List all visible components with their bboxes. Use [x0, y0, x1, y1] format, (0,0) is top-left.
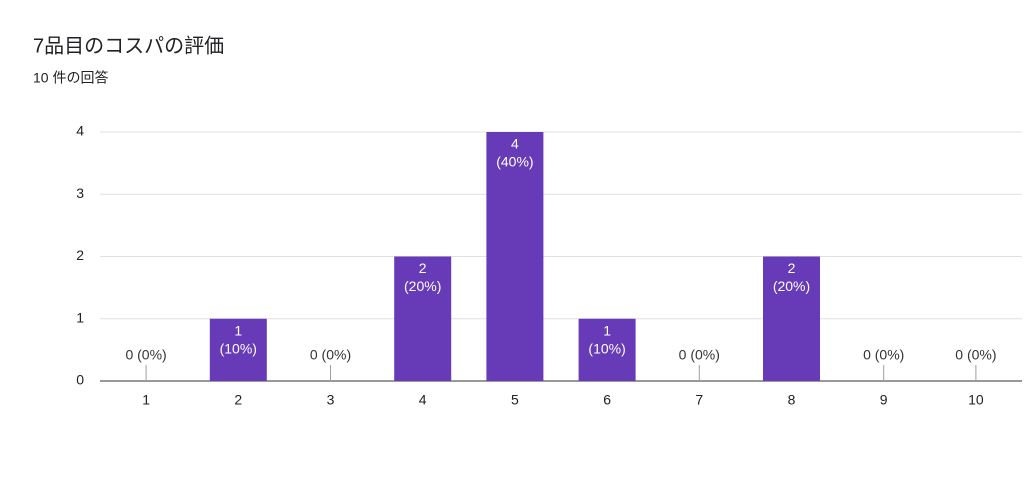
x-tick-label: 6 [603, 392, 611, 408]
data-label: (20%) [773, 278, 810, 294]
chart-subtitle: 10 件の回答 [33, 70, 108, 86]
x-tick-label: 9 [880, 392, 888, 408]
data-label: 0 (0%) [679, 347, 720, 363]
y-tick-label: 0 [76, 372, 84, 388]
data-label: (10%) [220, 340, 257, 356]
bar [578, 318, 636, 381]
y-tick-label: 2 [76, 247, 84, 263]
data-label: 2 [788, 260, 796, 276]
bar [209, 318, 267, 381]
y-tick-label: 3 [76, 185, 84, 201]
bar [763, 256, 820, 381]
data-label: 0 (0%) [863, 347, 904, 363]
data-label: 0 (0%) [125, 347, 166, 363]
y-tick-label: 4 [76, 123, 84, 139]
y-tick-label: 1 [76, 309, 84, 325]
data-label: 0 (0%) [310, 347, 351, 363]
bar [394, 256, 452, 381]
x-tick-label: 7 [695, 392, 703, 408]
x-tick-label: 4 [419, 392, 427, 408]
x-tick-label: 8 [788, 392, 796, 408]
data-label: 4 [511, 136, 519, 152]
data-label: 1 [603, 322, 611, 338]
data-label: 0 (0%) [955, 347, 996, 363]
bar [486, 132, 544, 381]
data-label: (40%) [496, 154, 533, 170]
data-label: (20%) [404, 278, 441, 294]
data-label: 2 [419, 260, 427, 276]
x-tick-label: 1 [142, 392, 150, 408]
x-tick-label: 2 [234, 392, 242, 408]
data-label: 1 [234, 322, 242, 338]
x-tick-label: 3 [327, 392, 335, 408]
chart-title: 7品目のコスパの評価 [33, 34, 224, 57]
data-label: (10%) [588, 340, 625, 356]
x-tick-label: 10 [968, 392, 984, 408]
x-tick-label: 5 [511, 392, 519, 408]
